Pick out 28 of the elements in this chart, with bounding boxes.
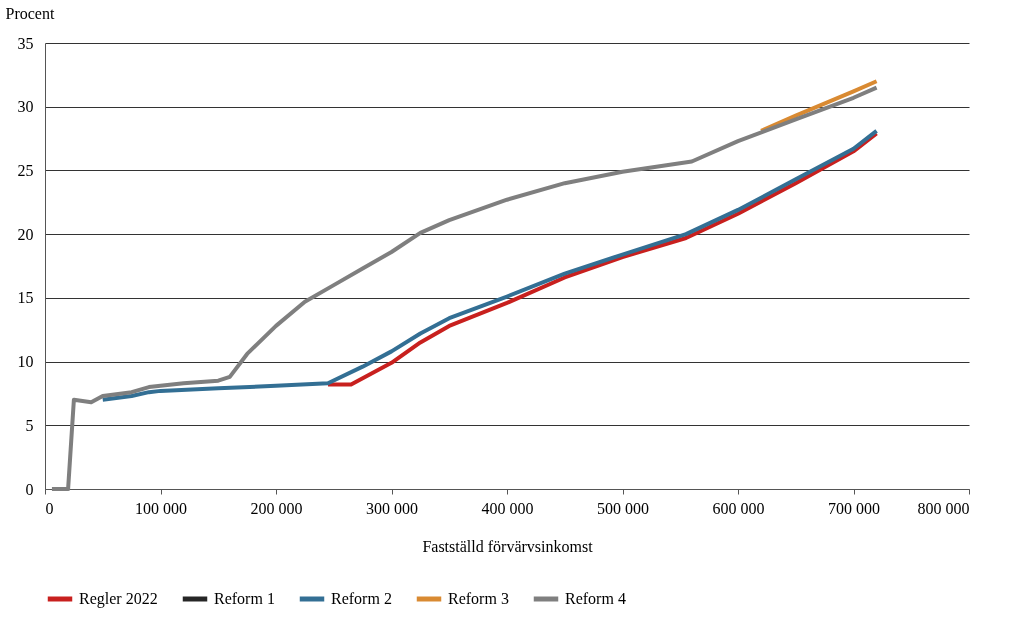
- x-tick-label: 600 000: [712, 499, 765, 517]
- line-series: [325, 131, 879, 387]
- x-tick-label: 700 000: [828, 499, 880, 517]
- line-series: [49, 85, 879, 491]
- y-tick-label: 25: [17, 161, 34, 179]
- y-tick-label: 35: [17, 34, 34, 52]
- y-tick-label: 20: [17, 225, 34, 243]
- x-tick-label: 200 000: [250, 499, 303, 517]
- line-series: [759, 79, 879, 133]
- x-tick-label: 0: [45, 499, 54, 517]
- x-tick-label: 300 000: [366, 499, 418, 517]
- legend-label: Regler 2022: [79, 590, 158, 608]
- x-tick-label: 100 000: [135, 499, 187, 517]
- legend-label: Reform 1: [214, 590, 275, 607]
- y-tick-label: 30: [17, 98, 34, 116]
- y-tick-label: 5: [25, 416, 34, 434]
- legend-label: Reform 3: [448, 590, 509, 607]
- y-tick-label: 15: [17, 289, 34, 307]
- y-axis-title: Procent: [5, 4, 55, 22]
- x-tick-label: 400 000: [481, 499, 534, 517]
- legend-label: Reform 4: [565, 590, 626, 607]
- x-axis-title: Fastställd förvärvsinkomst: [422, 537, 594, 555]
- line-series: [100, 128, 879, 402]
- legend-label: Reform 2: [331, 590, 392, 607]
- x-tick-label: 500 000: [597, 499, 649, 517]
- y-tick-label: 0: [25, 480, 34, 498]
- y-tick-label: 10: [17, 353, 34, 371]
- x-tick-label: 800 000: [917, 499, 970, 517]
